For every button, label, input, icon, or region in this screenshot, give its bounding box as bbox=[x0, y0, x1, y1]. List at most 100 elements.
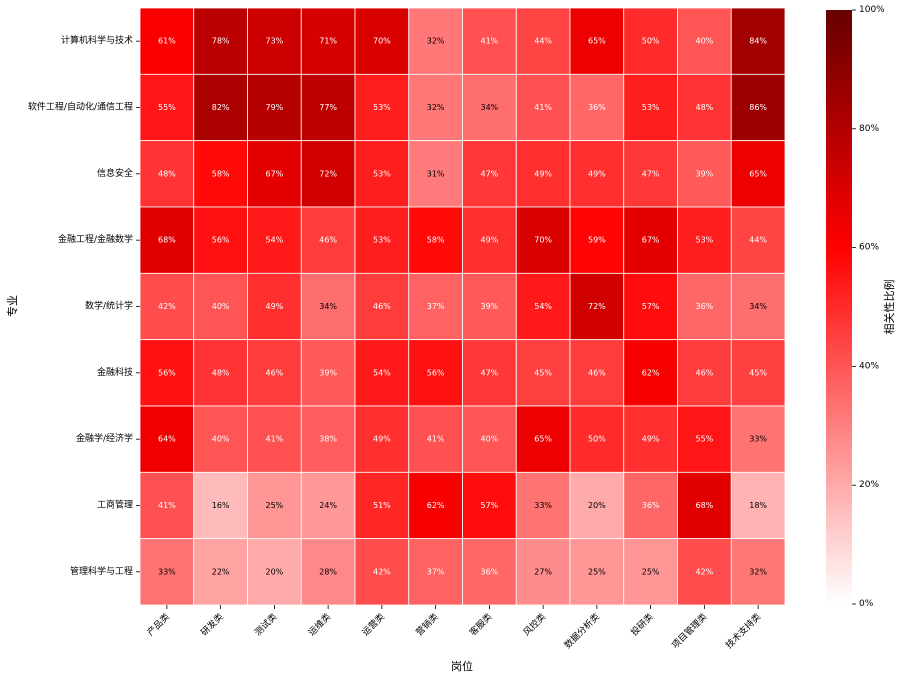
cell-value-label: 53% bbox=[695, 236, 713, 245]
heatmap-cell bbox=[677, 73, 732, 142]
y-tick-label: 计算机科学与技术 bbox=[61, 34, 133, 46]
cell-value-label: 40% bbox=[480, 435, 498, 444]
cell-value-label: 50% bbox=[642, 37, 660, 46]
cell-value-label: 20% bbox=[588, 501, 606, 510]
heatmap-cell bbox=[569, 206, 625, 274]
cell-value-label: 62% bbox=[427, 501, 445, 510]
heatmap-cell bbox=[515, 73, 571, 142]
y-tick-label: 管理科学与工程 bbox=[70, 565, 133, 577]
cell-value-label: 71% bbox=[319, 37, 337, 46]
cell-value-label: 46% bbox=[319, 236, 337, 245]
heatmap-cell bbox=[623, 339, 678, 407]
x-tick-label: 投研类 bbox=[628, 611, 656, 639]
heatmap-cell bbox=[139, 471, 195, 540]
cell-value-label: 41% bbox=[534, 103, 552, 112]
cell-value-label: 49% bbox=[265, 302, 283, 311]
cell-value-label: 82% bbox=[212, 103, 230, 112]
cell-value-label: 47% bbox=[480, 368, 498, 377]
heatmap-cell bbox=[300, 140, 356, 208]
cell-value-label: 45% bbox=[534, 368, 552, 377]
cell-value-label: 49% bbox=[480, 236, 498, 245]
heatmap-cell bbox=[730, 206, 786, 274]
heatmap-cell bbox=[139, 140, 195, 208]
cell-value-label: 53% bbox=[373, 103, 391, 112]
colorbar-tick-label: 20% bbox=[859, 480, 879, 490]
cell-value-label: 39% bbox=[695, 169, 713, 178]
cell-value-label: 25% bbox=[588, 567, 606, 576]
heatmap-cell bbox=[300, 405, 356, 473]
y-tick-label: 信息安全 bbox=[97, 167, 133, 179]
cell-value-label: 65% bbox=[588, 37, 606, 46]
heatmap-cell bbox=[354, 272, 410, 341]
x-tick-label: 数据分析类 bbox=[562, 611, 602, 651]
heatmap-cell bbox=[247, 140, 302, 208]
cell-value-label: 61% bbox=[158, 37, 176, 46]
heatmap-cell bbox=[193, 272, 248, 341]
heatmap-cell bbox=[193, 405, 248, 473]
heatmap-cell bbox=[462, 538, 517, 606]
heatmap-cell bbox=[462, 405, 517, 473]
cell-value-label: 56% bbox=[158, 368, 176, 377]
x-tick-label: 技术支持类 bbox=[723, 611, 763, 651]
cell-value-label: 47% bbox=[642, 169, 660, 178]
heatmap-cell bbox=[515, 538, 571, 606]
cell-value-label: 33% bbox=[158, 567, 176, 576]
cell-value-label: 68% bbox=[158, 236, 176, 245]
cell-value-label: 33% bbox=[749, 435, 767, 444]
cell-value-label: 86% bbox=[749, 103, 767, 112]
cell-value-label: 54% bbox=[265, 236, 283, 245]
heatmap-cell bbox=[677, 272, 732, 341]
cell-value-label: 49% bbox=[588, 169, 606, 178]
heatmap-cell bbox=[730, 339, 786, 407]
cell-value-label: 78% bbox=[212, 37, 230, 46]
cell-value-label: 49% bbox=[534, 169, 552, 178]
heatmap-cell bbox=[569, 538, 625, 606]
heatmap-cell bbox=[515, 471, 571, 540]
y-tick-label: 金融学/经济学 bbox=[76, 432, 133, 444]
colorbar-tick-label: 0% bbox=[859, 599, 874, 609]
heatmap-cell bbox=[569, 339, 625, 407]
colorbar bbox=[826, 10, 852, 604]
cell-value-label: 34% bbox=[480, 103, 498, 112]
cell-value-label: 55% bbox=[695, 435, 713, 444]
cell-value-label: 72% bbox=[588, 302, 606, 311]
cell-value-label: 46% bbox=[695, 368, 713, 377]
y-tick-label: 工商管理 bbox=[97, 499, 133, 511]
cell-value-label: 49% bbox=[373, 435, 391, 444]
cell-value-label: 20% bbox=[265, 567, 283, 576]
heatmap-cell bbox=[354, 471, 410, 540]
cell-value-label: 40% bbox=[212, 435, 230, 444]
cell-value-label: 36% bbox=[642, 501, 660, 510]
heatmap-cell bbox=[408, 272, 463, 341]
colorbar-tick-label: 100% bbox=[859, 5, 885, 15]
x-tick-label: 运营类 bbox=[359, 611, 387, 639]
cell-value-label: 62% bbox=[642, 368, 660, 377]
cell-value-label: 53% bbox=[373, 169, 391, 178]
heatmap-cell bbox=[354, 73, 410, 142]
cell-value-label: 40% bbox=[695, 37, 713, 46]
cell-value-label: 18% bbox=[749, 501, 767, 510]
cell-value-label: 48% bbox=[212, 368, 230, 377]
heatmap-cell bbox=[730, 538, 786, 606]
cell-value-label: 34% bbox=[749, 302, 767, 311]
heatmap-cell bbox=[300, 339, 356, 407]
heatmap-cell bbox=[139, 405, 195, 473]
y-tick-label: 金融科技 bbox=[97, 366, 133, 378]
heatmap-cell bbox=[462, 206, 517, 274]
heatmap-cell bbox=[193, 73, 248, 142]
x-axis-ticks: 产品类 研发类 测试类 运维类 运营类 营销类 客服类 风控类 数据分析类 投研类 项目管理类 技术支… bbox=[144, 605, 763, 651]
x-tick-label: 营销类 bbox=[413, 611, 441, 639]
cell-value-label: 68% bbox=[695, 501, 713, 510]
heatmap-cell bbox=[730, 471, 786, 540]
heatmap-cell bbox=[139, 272, 195, 341]
x-tick-label: 研发类 bbox=[198, 611, 226, 639]
cell-value-label: 48% bbox=[158, 169, 176, 178]
y-tick-label: 软件工程/自动化/通信工程 bbox=[28, 101, 133, 113]
heatmap-cell bbox=[193, 538, 248, 606]
heatmap-cell bbox=[354, 7, 410, 75]
cell-value-label: 36% bbox=[695, 302, 713, 311]
cell-value-label: 47% bbox=[480, 169, 498, 178]
heatmap-cell bbox=[408, 7, 463, 75]
colorbar-tick-label: 40% bbox=[859, 361, 879, 371]
